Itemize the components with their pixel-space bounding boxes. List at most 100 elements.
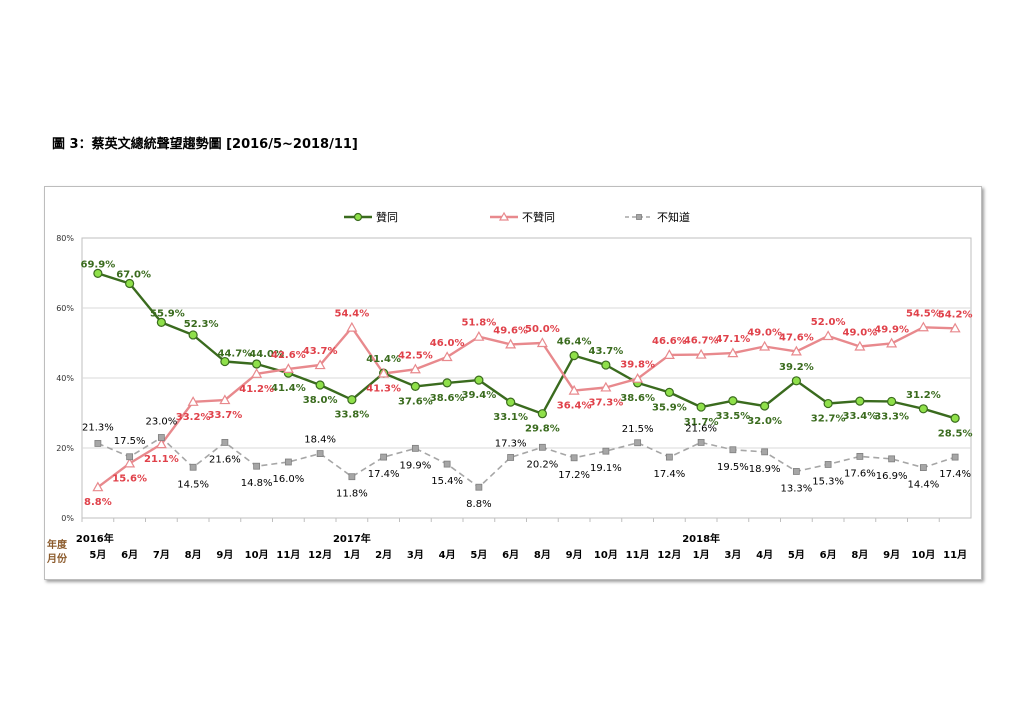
data-point-approve	[506, 397, 516, 407]
figure-title: 圖 3：蔡英文總統聲望趨勢圖 [2016/5~2018/11]	[52, 137, 358, 152]
data-point-disapprove	[632, 372, 644, 383]
data-point-disapprove	[409, 363, 421, 374]
x-tick-label: 3月	[407, 549, 424, 561]
data-label: 41.4%	[366, 354, 401, 365]
data-point-approve	[791, 376, 801, 386]
data-label: 17.5%	[114, 436, 146, 447]
y-tick-label: 20%	[56, 444, 74, 453]
data-label: 31.2%	[906, 390, 941, 401]
data-label: 39.4%	[462, 390, 497, 401]
data-point-disapprove	[790, 345, 802, 356]
x-tick-label: 6月	[502, 549, 519, 561]
x-tick-label: 9月	[216, 549, 233, 561]
data-point-approve	[410, 381, 420, 391]
x-tick-label: 5月	[788, 549, 805, 561]
data-label: 47.6%	[779, 332, 814, 343]
data-point-unknown	[126, 453, 134, 461]
legend-label: 不知道	[657, 210, 690, 224]
data-label: 47.1%	[716, 334, 751, 345]
data-label: 44.7%	[218, 349, 253, 360]
data-point-approve	[855, 396, 865, 406]
x-tick-label: 6月	[820, 549, 837, 561]
y-tick-label: 80%	[56, 234, 74, 243]
data-label: 17.4%	[653, 469, 685, 480]
data-label: 29.8%	[525, 424, 560, 435]
data-label: 39.2%	[779, 362, 814, 373]
legend-marker-unknown	[636, 214, 642, 220]
data-label: 33.5%	[716, 411, 751, 422]
data-point-disapprove	[282, 363, 294, 373]
data-point-unknown	[729, 446, 737, 454]
x-tick-label: 5月	[470, 549, 487, 561]
month-row-label: 月份	[46, 552, 68, 565]
series-line-1	[97, 326, 956, 489]
x-tick-label: 4月	[439, 549, 456, 561]
data-point-approve	[601, 360, 611, 370]
data-label: 52.0%	[811, 317, 846, 328]
data-point-approve	[537, 409, 547, 419]
data-label: 33.4%	[843, 411, 878, 422]
data-point-unknown	[951, 453, 959, 461]
data-point-unknown	[697, 438, 705, 446]
data-label: 41.2%	[239, 384, 274, 395]
data-label: 33.7%	[208, 410, 243, 421]
x-tick-label: 10月	[594, 549, 618, 561]
data-label: 54.4%	[335, 309, 370, 320]
data-label: 33.3%	[874, 411, 909, 422]
data-point-unknown	[348, 473, 356, 481]
data-label: 54.5%	[906, 308, 941, 319]
data-point-disapprove	[346, 321, 358, 332]
x-tick-label: 3月	[724, 549, 741, 561]
data-label: 8.8%	[466, 499, 491, 510]
data-label: 19.1%	[590, 463, 622, 474]
data-label: 42.5%	[398, 350, 433, 361]
data-label: 54.2%	[938, 309, 973, 320]
data-label: 19.9%	[399, 460, 431, 471]
x-tick-label: 1月	[693, 549, 710, 561]
data-point-disapprove	[155, 438, 167, 449]
data-label: 14.4%	[907, 480, 939, 491]
data-label: 33.8%	[335, 410, 370, 421]
data-label: 35.9%	[652, 402, 687, 413]
data-label: 21.1%	[144, 454, 179, 465]
data-label: 46.0%	[430, 338, 465, 349]
x-tick-label: 10月	[911, 549, 935, 561]
data-point-disapprove	[568, 384, 580, 395]
series-lines-layer	[97, 272, 956, 489]
data-point-approve	[188, 330, 198, 340]
data-point-approve	[315, 380, 325, 390]
data-label: 31.7%	[684, 417, 719, 428]
data-point-unknown	[380, 453, 388, 461]
data-point-disapprove	[473, 330, 485, 341]
data-point-disapprove	[600, 381, 612, 392]
data-point-unknown	[570, 454, 578, 462]
data-label: 21.6%	[209, 454, 241, 465]
data-point-unknown	[284, 458, 292, 466]
data-point-unknown	[157, 434, 165, 441]
data-label: 32.7%	[811, 414, 846, 425]
data-point-approve	[347, 395, 357, 405]
x-tick-label: 12月	[657, 549, 681, 561]
data-label: 21.3%	[82, 422, 114, 433]
data-point-unknown	[443, 460, 451, 468]
data-point-unknown	[221, 438, 229, 446]
data-point-approve	[760, 401, 770, 411]
data-point-approve	[569, 351, 579, 361]
legend: 贊同 不贊同 不知道	[344, 210, 690, 224]
data-point-unknown	[475, 483, 483, 491]
data-label: 23.0%	[145, 417, 177, 428]
data-point-approve	[664, 387, 674, 397]
data-label: 38.6%	[430, 393, 465, 404]
data-label: 38.0%	[303, 395, 338, 406]
data-labels-layer: 69.9%67.0%55.9%52.3%44.7%44.0%41.4%38.0%…	[81, 259, 973, 510]
data-label: 21.5%	[622, 424, 654, 435]
x-tick-label: 6月	[121, 549, 138, 561]
data-point-unknown	[507, 454, 515, 461]
data-label: 44.0%	[249, 349, 284, 360]
data-label: 14.8%	[241, 478, 273, 489]
data-point-approve	[728, 396, 738, 406]
data-point-unknown	[253, 462, 261, 470]
data-label: 52.3%	[184, 319, 219, 330]
data-point-approve	[442, 378, 452, 388]
